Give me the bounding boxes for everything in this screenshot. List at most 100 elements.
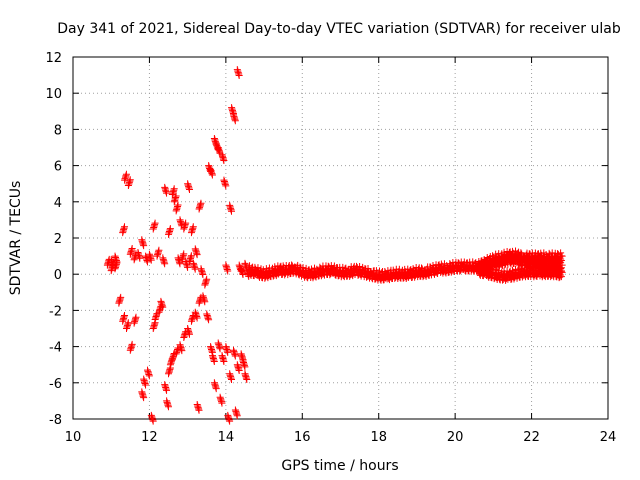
x-tick-label: 14 (218, 430, 235, 445)
data-point-filler (233, 412, 241, 420)
data-point-filler (121, 311, 129, 319)
data-point-filler (228, 376, 236, 384)
y-tick-label: 4 (54, 196, 62, 211)
data-point-filler (185, 330, 193, 338)
data-point-filler (113, 259, 121, 267)
data-point-filler (128, 244, 136, 252)
data-point-filler (143, 258, 151, 266)
data-point-filler (163, 189, 171, 197)
y-tick-label: 2 (54, 232, 62, 247)
data-point-filler (166, 225, 174, 233)
x-axis-label: GPS time / hours (281, 458, 398, 474)
data-point-filler (557, 265, 565, 273)
data-point-filler (557, 255, 565, 263)
data-point-filler (199, 271, 207, 279)
data-point-filler (220, 157, 228, 165)
data-point-filler (178, 347, 186, 355)
data-point (558, 268, 566, 276)
data-point-filler (235, 71, 243, 79)
data-point-filler (174, 201, 182, 209)
data-point-filler (140, 394, 148, 402)
data-point-filler (411, 273, 419, 281)
y-tick-label: 6 (54, 160, 62, 175)
data-point-filler (145, 372, 153, 380)
data-point-filler (189, 223, 197, 231)
data-point-filler (557, 257, 565, 265)
data-point-filler (226, 417, 234, 425)
data-point-filler (218, 399, 226, 407)
data-point-filler (132, 313, 140, 321)
data-point-filler (136, 254, 144, 262)
x-tick-label: 10 (65, 430, 82, 445)
data-point-filler (151, 219, 159, 227)
x-tick-label: 22 (523, 430, 540, 445)
y-tick-label: -4 (49, 341, 62, 356)
data-point-filler (117, 293, 125, 301)
data-point-filler (208, 171, 216, 179)
data-point-filler (203, 275, 211, 283)
data-point-filler (510, 275, 518, 283)
y-tick-label: -8 (49, 413, 62, 428)
y-tick-label: 12 (45, 51, 62, 66)
y-tick-label: 8 (54, 123, 62, 138)
data-point-filler (140, 242, 148, 250)
data-point-filler (495, 267, 503, 275)
data-point-filler (185, 185, 193, 193)
data-point-filler (126, 176, 134, 184)
data-point-filler (176, 260, 184, 268)
y-tick-label: 10 (45, 87, 62, 102)
y-tick-label: -2 (49, 304, 62, 319)
data-point-filler (172, 192, 180, 200)
x-tick-label: 16 (294, 430, 311, 445)
data-point-filler (517, 249, 525, 257)
data-point-filler (161, 260, 169, 268)
data-point-filler (241, 363, 249, 371)
x-tick-label: 24 (600, 430, 617, 445)
data-point-filler (205, 316, 213, 324)
data-point-filler (245, 272, 253, 280)
data-point-filler (243, 376, 251, 384)
data-point-filler (197, 199, 205, 207)
data-point-filler (142, 381, 150, 389)
data-point-filler (557, 249, 565, 257)
data-point-filler (201, 298, 209, 306)
data-point-filler (235, 366, 243, 374)
data-point-filler (170, 185, 178, 193)
data-point-filler (121, 223, 129, 231)
data-point-filler (155, 246, 163, 254)
data-point-filler (210, 357, 218, 365)
data-point-filler (147, 256, 155, 264)
data-point-filler (212, 385, 220, 393)
x-tick-label: 20 (447, 430, 464, 445)
data-point-filler (163, 386, 171, 394)
data-point-filler (228, 207, 236, 215)
data-point-filler (187, 252, 195, 260)
grid-lines (73, 57, 608, 419)
data-point-filler (184, 263, 192, 271)
data-point-filler (224, 267, 232, 275)
data-point (558, 252, 566, 260)
data-point (558, 261, 566, 269)
data-point-filler (220, 357, 228, 365)
y-axis-label: SDTVAR / TECUs (8, 181, 24, 296)
data-point-filler (193, 314, 201, 322)
data-point-filler (193, 251, 201, 259)
data-point-filler (128, 340, 136, 348)
data-point-filler (216, 345, 224, 353)
data-point-filler (159, 303, 167, 311)
data-point-filler (222, 182, 230, 190)
x-tick-label: 18 (370, 430, 387, 445)
data-point-filler (195, 406, 203, 414)
data-point (474, 265, 482, 273)
chart-title: Day 341 of 2021, Sidereal Day-to-day VTE… (57, 21, 621, 37)
data-point-filler (180, 250, 188, 258)
data-point-filler (231, 117, 239, 125)
data-point-filler (122, 170, 130, 178)
x-tick-label: 12 (141, 430, 158, 445)
data-point-filler (224, 348, 232, 356)
data-point-filler (149, 417, 157, 425)
data-point-filler (164, 403, 172, 411)
y-tick-label: 0 (54, 268, 62, 283)
